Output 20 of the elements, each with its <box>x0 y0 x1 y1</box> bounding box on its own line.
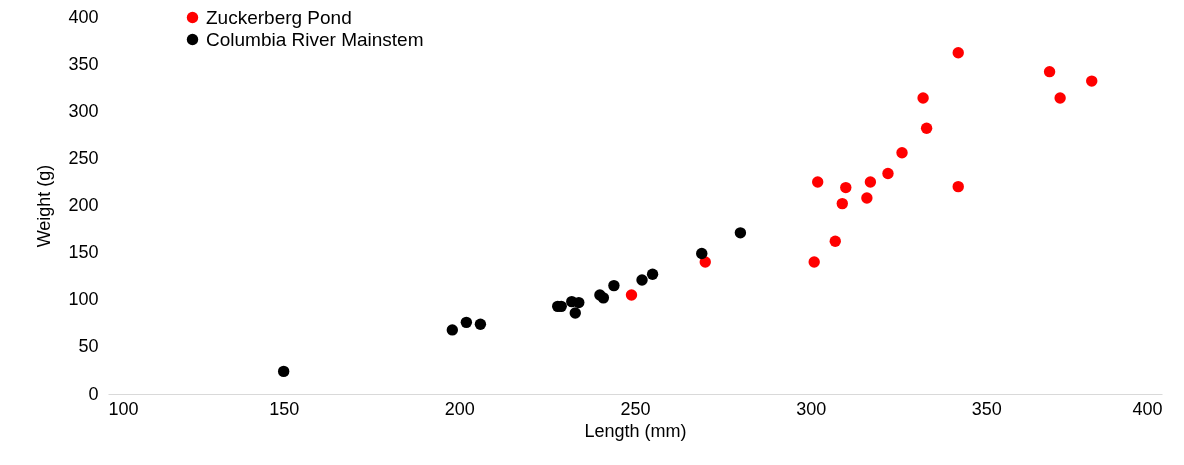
y-tick-label: 350 <box>68 53 99 74</box>
x-tick-label: 150 <box>269 398 300 419</box>
y-tick-label: 300 <box>68 100 99 121</box>
x-tick-label: 300 <box>796 398 827 419</box>
x-axis-title: Length (mm) <box>584 420 687 441</box>
y-axis-title: Weight (g) <box>34 164 55 248</box>
y-tick-label: 150 <box>68 242 99 263</box>
y-tick-label: 400 <box>68 6 99 27</box>
x-tick-label: 350 <box>971 398 1002 419</box>
legend-label: Columbia River Mainstem <box>206 28 424 50</box>
y-tick-label: 250 <box>68 147 99 168</box>
x-tick-label: 100 <box>108 398 139 419</box>
legend-label: Zuckerberg Pond <box>206 6 352 28</box>
x-tick-label: 200 <box>444 398 475 419</box>
x-tick-label: 250 <box>620 398 651 419</box>
y-tick-label: 200 <box>68 195 99 215</box>
y-tick-label: 0 <box>88 383 99 404</box>
x-tick-label: 400 <box>1132 398 1163 419</box>
y-tick-label: 100 <box>68 289 99 310</box>
y-tick-label: 50 <box>78 336 99 357</box>
